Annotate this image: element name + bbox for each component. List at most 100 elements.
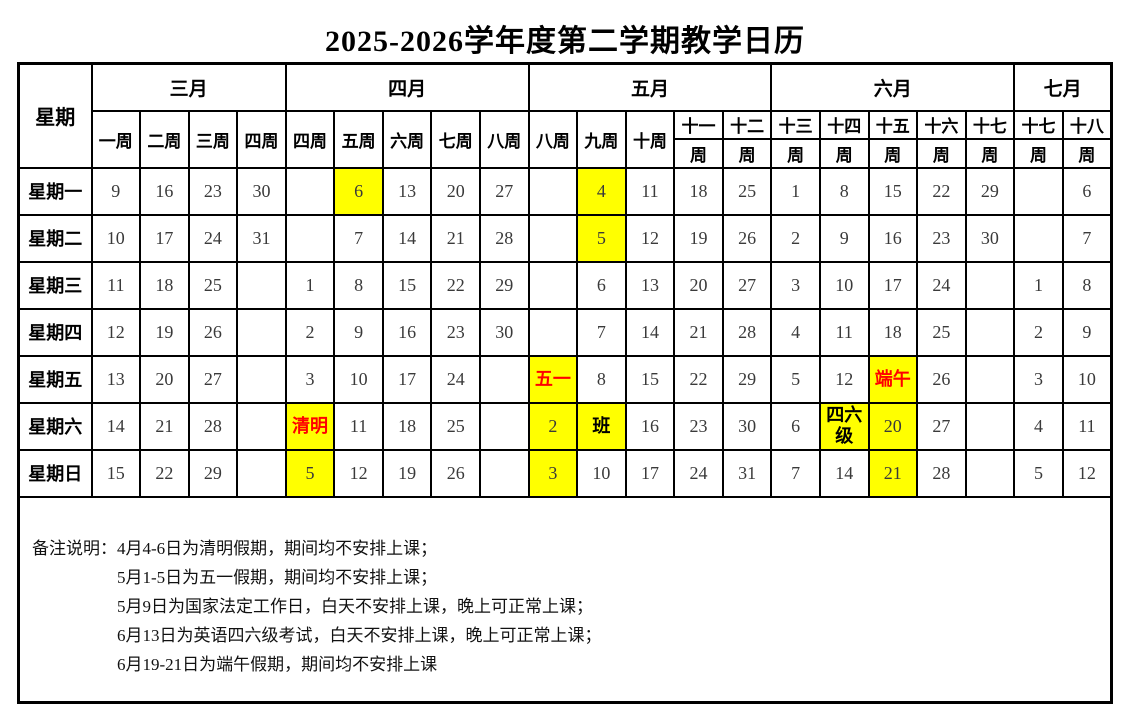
highlighted-day-cell: 21 <box>867 448 919 498</box>
day-cell: 8 <box>333 260 384 310</box>
day-cell: 15 <box>90 448 142 498</box>
day-cell: 1 <box>1013 260 1064 310</box>
day-cell: 31 <box>236 213 287 263</box>
note-line: 6月19-21日为端午假期，期间均不安排上课 <box>117 654 438 674</box>
day-cell: 22 <box>430 260 481 310</box>
day-cell: 24 <box>187 213 239 263</box>
day-cell: 26 <box>430 448 481 498</box>
day-cell: 21 <box>139 401 190 451</box>
day-cell <box>479 448 530 498</box>
day-cell: 17 <box>624 448 676 498</box>
day-cell: 26 <box>721 213 773 263</box>
day-cell: 4 <box>1013 401 1064 451</box>
day-cell <box>527 307 579 357</box>
calendar-body: 星期一 9 16 23 30 6 13 20 27 4 11 18 25 1 8 15 22 29 6 星期二 10 17… <box>17 166 1113 498</box>
day-cell <box>1013 166 1064 216</box>
day-cell: 9 <box>1061 307 1113 357</box>
week-header-bottom: 周 <box>1061 137 1113 169</box>
day-cell: 16 <box>867 213 919 263</box>
day-cell: 14 <box>624 307 676 357</box>
day-cell: 7 <box>770 448 821 498</box>
week-header: 二周 <box>139 109 190 169</box>
week-header-top: 十四 <box>818 109 870 140</box>
day-cell: 22 <box>673 354 724 404</box>
calendar-row: 星期日 15 22 29 5 12 19 26 3 10 17 24 31 7 14 21 28 5 12 <box>17 448 1113 498</box>
day-cell: 2 <box>1013 307 1064 357</box>
day-cell: 24 <box>673 448 724 498</box>
day-cell: 29 <box>479 260 530 310</box>
day-cell <box>284 166 336 216</box>
day-cell: 11 <box>624 166 676 216</box>
weekday-label: 星期五 <box>17 354 93 404</box>
week-header-bottom: 周 <box>673 137 724 169</box>
day-cell: 7 <box>1061 213 1113 263</box>
day-cell: 26 <box>916 354 967 404</box>
day-cell: 6 <box>576 260 627 310</box>
day-cell <box>964 307 1016 357</box>
day-cell: 8 <box>576 354 627 404</box>
day-cell: 12 <box>333 448 384 498</box>
month-header: 六月 <box>770 62 1016 112</box>
week-header-top: 十八 <box>1061 109 1113 140</box>
day-cell <box>1013 213 1064 263</box>
week-header-top: 十五 <box>867 109 919 140</box>
calendar-footer: 备注说明： 4月4-6日为清明假期，期间均不安排上课； 5月1-5日为五一假期，期… <box>17 495 1113 704</box>
day-cell: 13 <box>381 166 433 216</box>
week-header-bottom: 周 <box>818 137 870 169</box>
week-header-bottom: 周 <box>721 137 773 169</box>
day-cell <box>236 401 287 451</box>
day-cell: 14 <box>90 401 142 451</box>
note-line: 6月13日为英语四六级考试，白天不安排上课，晚上可正常上课； <box>117 625 602 645</box>
calendar-row: 星期五 13 20 27 3 10 17 24 五一 8 15 22 29 5 12 端午 26 3 10 <box>17 354 1113 404</box>
notes-cell: 备注说明： 4月4-6日为清明假期，期间均不安排上课； 5月1-5日为五一假期，期… <box>17 495 1113 704</box>
weekday-label: 星期二 <box>17 213 93 263</box>
day-cell: 14 <box>381 213 433 263</box>
week-header: 六周 <box>381 109 433 169</box>
day-cell: 22 <box>916 166 967 216</box>
page-title: 2025-2026学年度第二学期教学日历 <box>325 25 805 58</box>
day-cell <box>527 260 579 310</box>
day-cell: 17 <box>381 354 433 404</box>
calendar-row: 星期二 10 17 24 31 7 14 21 28 5 12 19 26 2 9 16 23 30 7 <box>17 213 1113 263</box>
week-header: 八周 <box>479 109 530 169</box>
weekday-label: 星期四 <box>17 307 93 357</box>
day-cell <box>236 307 287 357</box>
notes: 备注说明： 4月4-6日为清明假期，期间均不安排上课； 5月1-5日为五一假期，期… <box>21 499 1110 679</box>
day-cell: 3 <box>1013 354 1064 404</box>
day-cell: 9 <box>90 166 142 216</box>
day-cell: 20 <box>430 166 481 216</box>
week-header-top: 十七 <box>1013 109 1064 140</box>
day-cell: 29 <box>187 448 239 498</box>
day-cell: 21 <box>673 307 724 357</box>
day-cell: 16 <box>381 307 433 357</box>
highlighted-day-cell: 5 <box>284 448 336 498</box>
day-cell: 30 <box>236 166 287 216</box>
day-cell: 10 <box>90 213 142 263</box>
day-cell <box>964 401 1016 451</box>
day-cell: 10 <box>818 260 870 310</box>
day-cell: 8 <box>818 166 870 216</box>
day-cell: 23 <box>187 166 239 216</box>
calendar-row: 星期四 12 19 26 2 9 16 23 30 7 14 21 28 4 11 18 25 2 9 <box>17 307 1113 357</box>
week-header-bottom: 周 <box>770 137 821 169</box>
day-cell: 12 <box>624 213 676 263</box>
day-cell <box>479 354 530 404</box>
day-cell: 15 <box>624 354 676 404</box>
day-cell: 7 <box>333 213 384 263</box>
day-cell: 11 <box>1061 401 1113 451</box>
day-cell: 11 <box>818 307 870 357</box>
highlighted-day-cell: 五一 <box>527 354 579 404</box>
week-header: 八周 <box>527 109 579 169</box>
day-cell: 24 <box>916 260 967 310</box>
day-cell: 14 <box>818 448 870 498</box>
day-cell: 8 <box>1061 260 1113 310</box>
day-cell: 29 <box>964 166 1016 216</box>
highlighted-day-cell: 6 <box>333 166 384 216</box>
highlighted-day-cell: 3 <box>527 448 579 498</box>
day-cell: 28 <box>187 401 239 451</box>
day-cell: 13 <box>624 260 676 310</box>
highlighted-day-cell: 2 <box>527 401 579 451</box>
day-cell: 17 <box>139 213 190 263</box>
day-cell: 20 <box>673 260 724 310</box>
highlighted-day-cell: 20 <box>867 401 919 451</box>
